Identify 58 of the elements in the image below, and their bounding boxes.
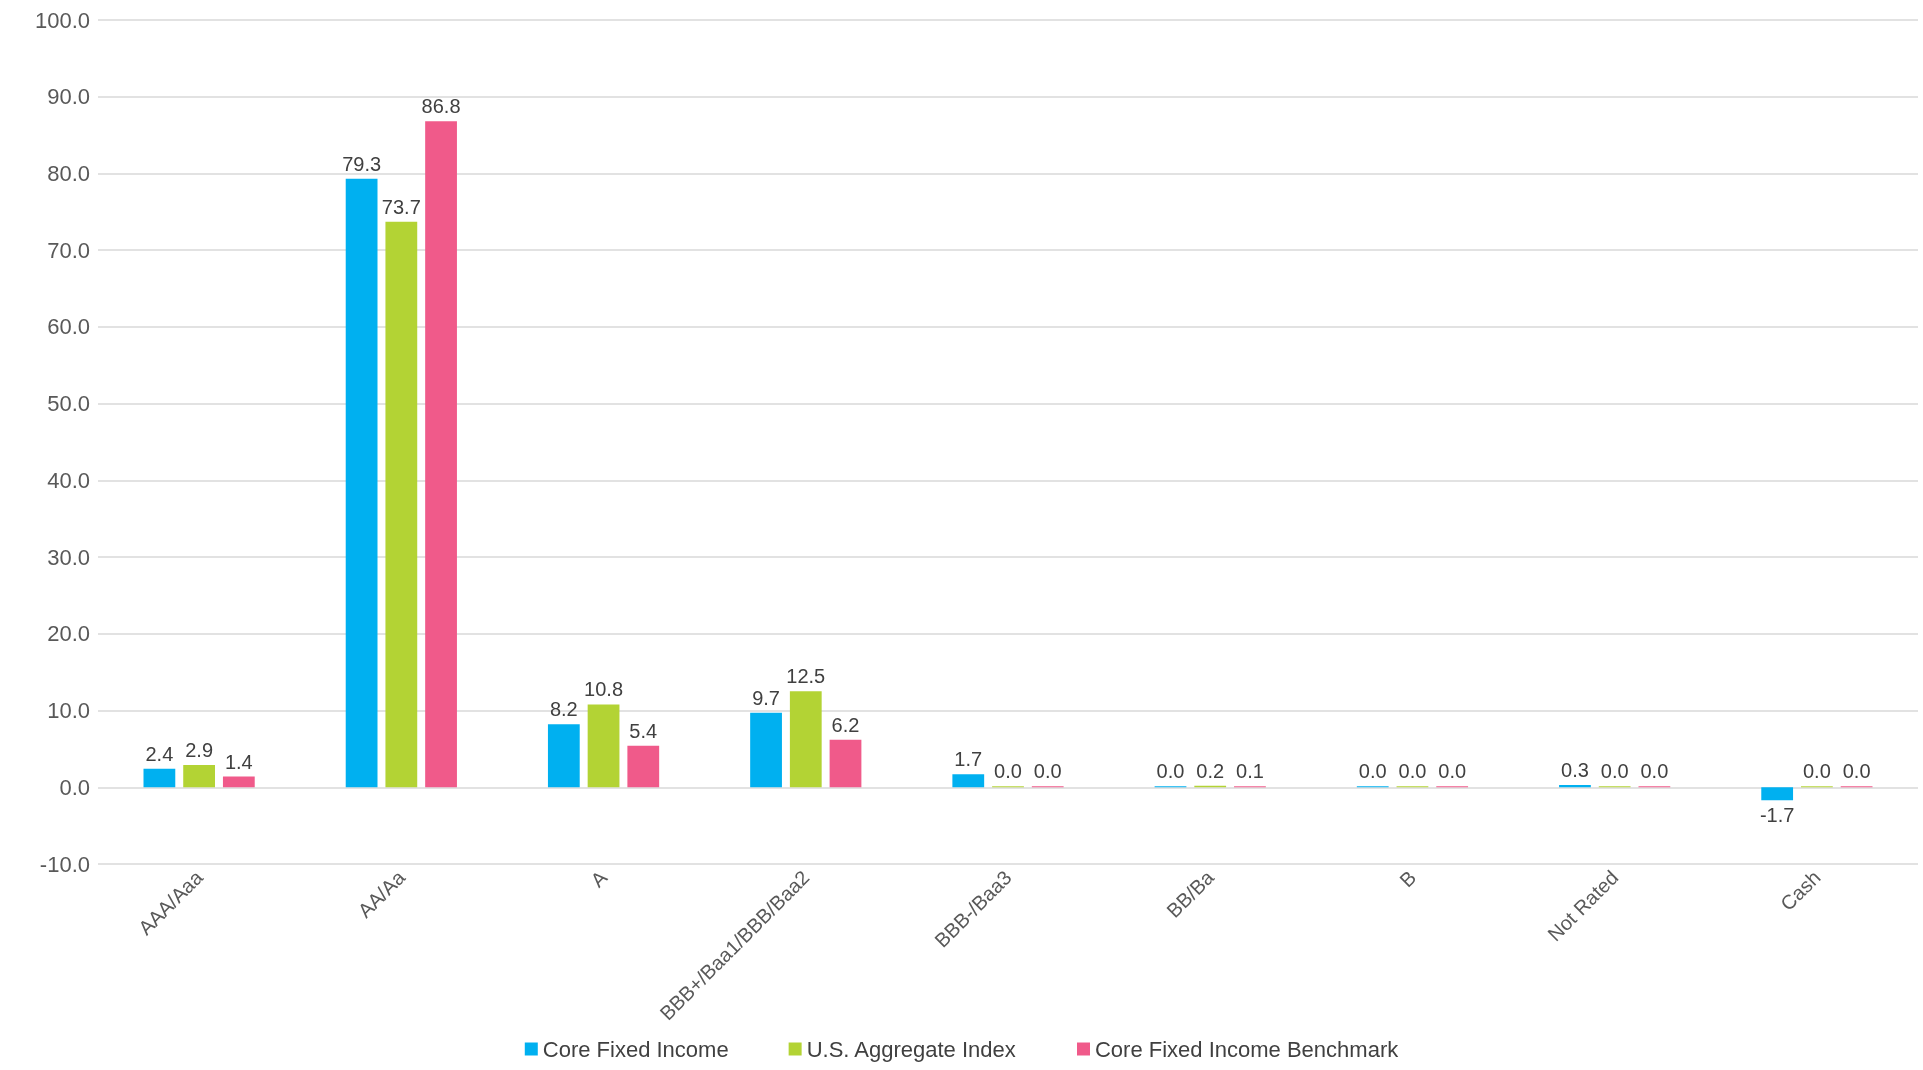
bar [789,691,822,788]
y-tick-label: 100.0 [34,7,90,33]
data-label: 73.7 [381,195,421,218]
bar [627,745,660,788]
bar [143,768,176,788]
y-tick-label: 0.0 [59,774,90,800]
bar [222,776,255,788]
data-label: 0.0 [994,760,1022,783]
bar [952,774,985,788]
y-tick-label: 50.0 [47,391,90,417]
data-label: 0.0 [1600,760,1629,783]
data-label: 1.4 [224,750,253,773]
data-label: -1.7 [1759,804,1795,827]
legend-label: Core Fixed Income [542,1036,729,1062]
y-tick-label: 10.0 [47,698,90,724]
y-tick-label: 90.0 [47,84,90,110]
legend-label: U.S. Aggregate Index [806,1036,1016,1062]
y-tick-label: 70.0 [47,237,90,263]
data-label: 0.0 [1438,760,1467,783]
y-tick-label: 30.0 [47,544,90,570]
data-label: 0.0 [1398,760,1427,783]
y-tick-label: 40.0 [47,467,90,493]
y-tick-label: 20.0 [47,621,90,647]
data-label: 86.8 [421,95,461,118]
data-label: 0.0 [1842,760,1871,783]
bar [385,221,418,788]
y-tick-label: 60.0 [47,314,90,340]
data-label: 0.3 [1561,758,1589,781]
bar [829,739,862,788]
data-label: 8.2 [549,698,578,721]
bar [750,712,782,788]
data-label: 0.1 [1236,760,1264,783]
data-label: 1.7 [954,748,983,771]
y-tick-label: -10.0 [39,851,90,877]
bar [587,704,620,788]
x-tick-label: B [1395,866,1421,892]
data-label: 9.7 [752,686,780,709]
data-label: 0.0 [1640,760,1669,783]
data-label: 2.4 [145,742,174,765]
data-label: 0.0 [1802,760,1831,783]
legend-label: Core Fixed Income Benchmark [1094,1036,1400,1062]
bar [547,724,580,788]
data-label: 12.5 [786,665,826,688]
data-label: 0.0 [1156,760,1185,783]
data-label: 0.0 [1033,760,1062,783]
data-label: 0.2 [1196,759,1225,782]
bar [183,765,215,788]
data-label: 6.2 [831,713,860,736]
data-label: 10.8 [584,678,624,701]
bar [425,121,457,788]
data-label: 2.9 [185,739,214,762]
data-label: 0.0 [1358,760,1387,783]
y-tick-label: 80.0 [47,160,90,186]
data-label: 79.3 [342,152,382,175]
bar [345,178,378,788]
bar [1761,787,1794,801]
data-label: 5.4 [629,719,658,742]
x-tick-label: A [586,865,612,892]
